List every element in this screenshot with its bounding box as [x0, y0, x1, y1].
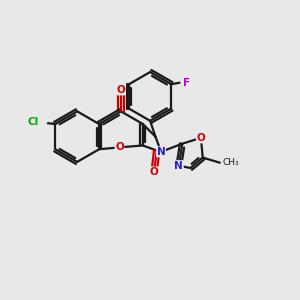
Text: O: O — [150, 167, 159, 177]
Text: CH₃: CH₃ — [222, 158, 239, 167]
Text: O: O — [196, 133, 205, 143]
Text: N: N — [175, 161, 183, 171]
Text: Cl: Cl — [28, 117, 39, 128]
Text: F: F — [183, 78, 190, 88]
Text: O: O — [115, 142, 124, 152]
Text: N: N — [157, 147, 165, 157]
Text: O: O — [117, 85, 125, 95]
